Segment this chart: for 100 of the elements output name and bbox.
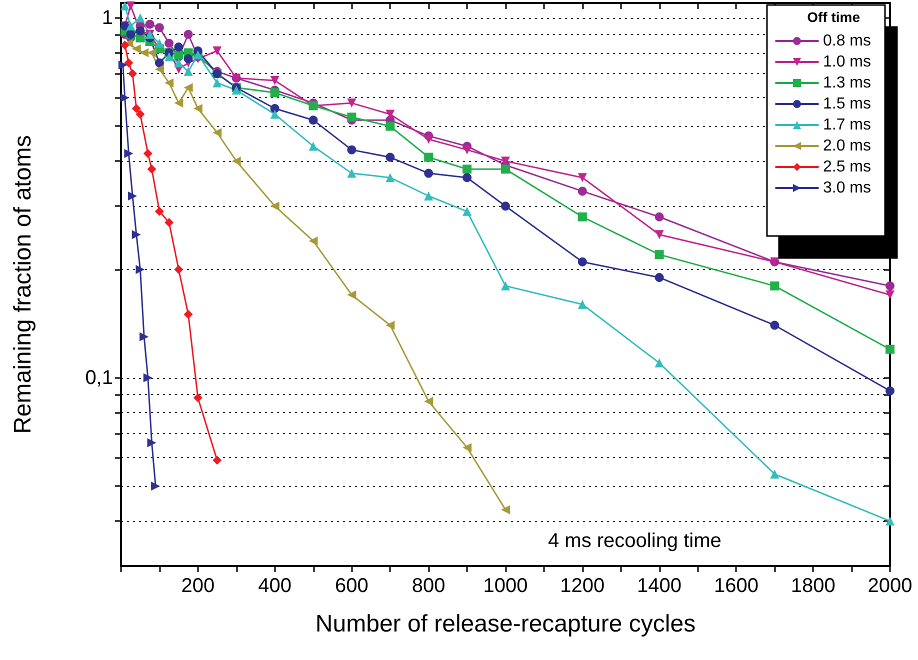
- legend-label: 0.8 ms: [822, 32, 871, 50]
- point: [501, 202, 510, 211]
- point: [124, 148, 134, 158]
- point: [128, 192, 138, 200]
- point: [308, 116, 318, 125]
- point: [886, 516, 894, 526]
- point: [154, 23, 164, 32]
- point: [424, 192, 434, 200]
- point: [132, 44, 141, 54]
- point: [154, 64, 164, 74]
- point: [174, 264, 184, 274]
- point: [118, 60, 128, 70]
- point: [308, 142, 318, 151]
- point: [126, 1, 136, 10]
- point: [184, 83, 193, 92]
- point: [424, 168, 434, 178]
- point: [501, 505, 510, 514]
- point: [386, 152, 395, 162]
- point: [140, 332, 149, 342]
- point: [193, 104, 202, 114]
- point: [770, 281, 780, 290]
- point: [501, 281, 510, 290]
- point: [136, 13, 145, 22]
- point: [654, 358, 664, 368]
- point: [143, 148, 152, 158]
- point: [126, 21, 136, 30]
- point: [212, 78, 222, 88]
- point: [147, 438, 156, 448]
- point: [140, 48, 149, 58]
- point: [386, 122, 395, 131]
- legend-label: 2.0 ms: [822, 138, 871, 154]
- point: [132, 230, 141, 240]
- point: [212, 128, 222, 138]
- point: [184, 310, 193, 319]
- point: [770, 320, 780, 330]
- point: [164, 38, 174, 48]
- point: [654, 230, 664, 240]
- point: [501, 156, 510, 166]
- point: [136, 264, 145, 274]
- y-tick-label: 1: [102, 6, 113, 29]
- x-tick-label: 1000: [483, 575, 528, 597]
- point: [164, 218, 174, 228]
- point: [347, 145, 356, 154]
- point: [270, 104, 280, 114]
- point: [654, 250, 664, 260]
- point: [270, 110, 280, 119]
- point: [212, 46, 222, 56]
- point: [886, 281, 894, 290]
- point: [154, 38, 164, 48]
- x-tick-label: 1800: [790, 575, 836, 597]
- point: [184, 66, 193, 76]
- legend-label: 1.7 ms: [822, 116, 871, 134]
- point: [770, 470, 780, 479]
- point: [120, 93, 130, 102]
- x-tick-label: 800: [412, 575, 446, 597]
- point: [462, 164, 472, 174]
- point: [154, 206, 164, 216]
- point: [145, 20, 154, 29]
- point: [578, 212, 587, 222]
- point: [578, 186, 587, 196]
- legend-label: 3.0 ms: [822, 180, 871, 196]
- legend-label: 1.0 ms: [822, 54, 871, 70]
- point: [232, 156, 241, 166]
- point: [270, 76, 280, 85]
- point: [347, 98, 356, 108]
- point: [193, 393, 202, 402]
- legend-title: Off time: [807, 9, 860, 25]
- legend-label: 1.5 ms: [822, 96, 871, 112]
- point: [424, 152, 434, 162]
- point: [120, 40, 130, 50]
- point: [128, 69, 138, 78]
- point: [120, 1, 130, 10]
- point: [424, 134, 434, 144]
- point: [347, 290, 356, 300]
- point: [308, 236, 318, 246]
- point: [184, 54, 193, 64]
- point: [462, 173, 472, 182]
- point: [578, 173, 587, 182]
- point: [151, 482, 160, 491]
- point: [164, 78, 174, 88]
- point: [501, 164, 510, 174]
- x-tick-label: 2000: [868, 575, 912, 597]
- point: [386, 173, 395, 182]
- point: [347, 112, 356, 122]
- point: [347, 168, 356, 178]
- point: [124, 58, 134, 68]
- x-axis-title: Number of release-recapture cycles: [315, 610, 696, 638]
- y-tick-label: 0,1: [85, 366, 113, 389]
- point: [386, 320, 395, 330]
- x-tick-label: 400: [258, 575, 292, 597]
- point: [184, 30, 193, 39]
- point: [886, 386, 894, 396]
- point: [174, 42, 184, 52]
- point: [154, 58, 164, 68]
- point: [578, 300, 587, 309]
- point: [270, 202, 280, 211]
- point: [174, 98, 184, 108]
- point: [654, 272, 664, 282]
- x-tick-label: 1600: [714, 575, 758, 597]
- point: [424, 396, 434, 406]
